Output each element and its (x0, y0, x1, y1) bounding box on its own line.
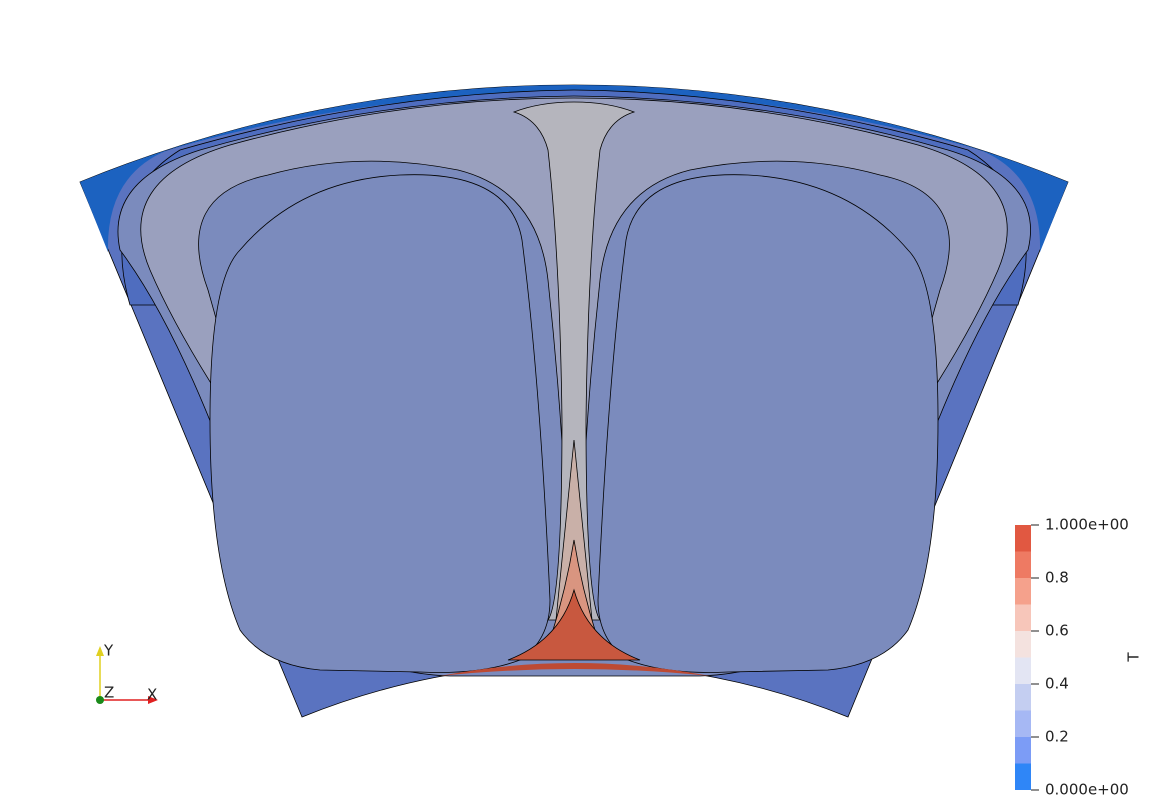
colorbar-label: 0.2 (1045, 728, 1069, 746)
colorbar-label: 1.000e+00 (1045, 516, 1129, 534)
colorbar-label: 0.000e+00 (1045, 781, 1129, 799)
colorbar-label: 0.8 (1045, 569, 1069, 587)
colorbar: 1.000e+00 0.8 0.6 0.4 0.2 0.000e+00 T (1015, 516, 1143, 799)
axis-label: Z (104, 684, 114, 702)
axis-label: Y (103, 642, 114, 660)
colorbar-label: 0.4 (1045, 675, 1069, 693)
colorbar-title: T (1125, 652, 1143, 663)
temperature-field (79, 84, 1069, 718)
orientation-axes: Y Z X (96, 642, 158, 704)
colorbar-label: 0.6 (1045, 622, 1069, 640)
axis-label: X (147, 686, 157, 704)
